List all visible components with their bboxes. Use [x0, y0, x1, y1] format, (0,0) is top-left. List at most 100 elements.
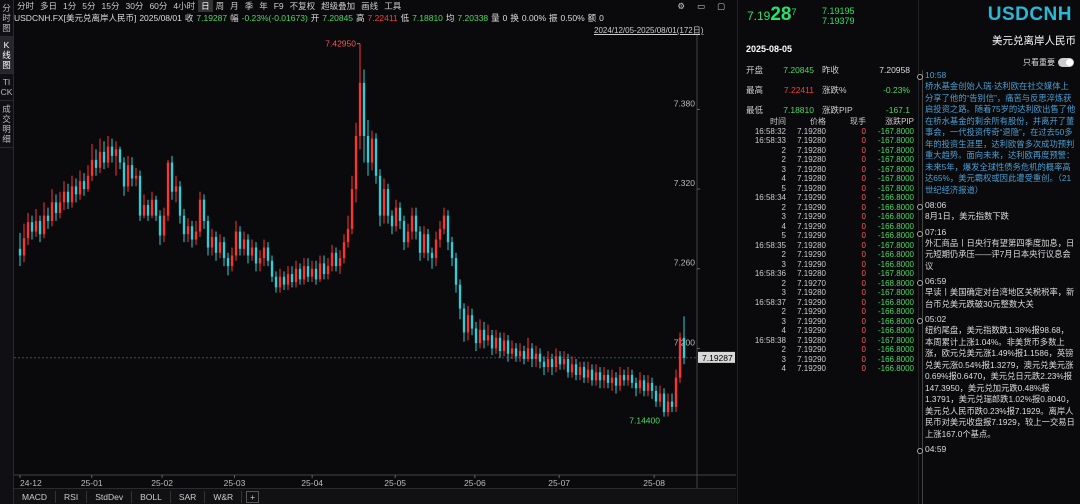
candle-body [306, 266, 310, 277]
toolbar-item-8[interactable]: 日 [198, 0, 213, 12]
candle [18, 232, 22, 267]
candle-body [374, 138, 378, 176]
news-item[interactable]: 10:58 桥水基金创始人瑞·达利欧在社交媒体上分享了他的“告别信”，痛苦与反思淬… [917, 70, 1080, 196]
close-value: 7.19287 [196, 13, 228, 23]
toolbar-item-14[interactable]: 不复权 [289, 1, 316, 11]
bar-date: 2025/08/01 [139, 13, 182, 23]
news-item[interactable]: 05:02 纽约尾盘，美元指数跌1.38%报98.68，本周累计上涨1.04%。非… [917, 314, 1080, 440]
x-tick-label: 25-02 [151, 478, 173, 488]
kline-chart[interactable]: 7.2007.2607.3207.3807.429507.144007.1928… [14, 35, 736, 488]
tick-cell: -166.8000 [877, 307, 914, 316]
toolbar-item-6[interactable]: 60分 [149, 1, 168, 11]
candle-body [330, 252, 334, 267]
important-only-filter[interactable]: 只看重要 [1023, 57, 1074, 68]
toolbar-item-1[interactable]: 多日 [40, 1, 58, 11]
candle-body [18, 248, 22, 256]
date-range-label[interactable]: 2024/12/05-2025/08/01(172日) [594, 26, 704, 35]
toolbar-item-16[interactable]: 画线 [361, 1, 379, 11]
candle [438, 220, 442, 248]
toggle-switch[interactable] [1058, 58, 1074, 67]
candle-body [162, 215, 166, 236]
candle [390, 210, 394, 235]
candle [498, 332, 502, 358]
candle [478, 319, 482, 349]
news-time: 05:02 [925, 314, 947, 324]
toolbar-item-17[interactable]: 工具 [384, 1, 402, 11]
toolbar-item-2[interactable]: 1分 [63, 1, 77, 11]
candle-body [622, 374, 626, 381]
candle-body [418, 231, 422, 253]
indicator-tab-5[interactable]: W&R [213, 491, 234, 502]
news-time: 04:59 [925, 444, 947, 454]
minimize-icon[interactable]: ▭ [696, 0, 705, 11]
candle-body [450, 242, 454, 259]
news-feed[interactable]: 10:58 桥水基金创始人瑞·达利欧在社交媒体上分享了他的“告别信”，痛苦与反思淬… [917, 70, 1080, 459]
candle [570, 356, 574, 378]
candle [278, 268, 282, 293]
candle-body [446, 215, 450, 243]
indicator-tab-1[interactable]: RSI [64, 491, 79, 502]
tick-cell: -166.8000 [877, 221, 914, 231]
candle [462, 303, 466, 342]
candle-body [510, 348, 514, 354]
timeline-dot-icon [917, 280, 923, 286]
candle-body [474, 328, 478, 344]
news-item[interactable]: 08:06 8月1日，美元指数下跌 [917, 200, 1080, 223]
candle [662, 388, 666, 417]
toolbar-item-4[interactable]: 15分 [101, 1, 120, 11]
toolbar-item-12[interactable]: 年 [259, 1, 268, 11]
candle-body [602, 374, 606, 381]
indicator-tab-0[interactable]: MACD [22, 491, 48, 502]
toolbar-item-3[interactable]: 5分 [82, 1, 96, 11]
kline-chart-area[interactable]: 7.2007.2607.3207.3807.429507.144007.1928… [14, 35, 736, 488]
news-item[interactable]: 06:59 早读丨美国确定对台湾地区关税税率，新台币兑美元跌破30元整数大关 [917, 276, 1080, 310]
news-item[interactable]: 04:59 [917, 444, 1080, 455]
toolbar-item-0[interactable]: 分时 [17, 1, 35, 11]
candle-body [170, 162, 174, 192]
tick-table[interactable]: 时间 价格 现手 涨跌PIP 16:58:32 7.19280 0 -167.8000 16:5… [744, 117, 914, 374]
candle [30, 215, 34, 240]
toolbar-item-5[interactable]: 30分 [125, 1, 144, 11]
tick-cell: 7.19280 [797, 155, 826, 164]
maximize-icon[interactable]: ▢ [716, 0, 725, 11]
tick-row: 4 7.19290 0 -166.8000 [744, 222, 914, 232]
indicator-tab-2[interactable]: StdDev [95, 491, 124, 502]
quote-label: 涨跌PIP [822, 105, 853, 115]
indicator-tab-3[interactable]: BOLL [140, 491, 162, 502]
toolbar-item-11[interactable]: 季 [244, 1, 254, 11]
candle [362, 69, 366, 163]
candle [282, 271, 286, 290]
candle-body [682, 337, 686, 358]
candle [578, 361, 582, 381]
tab-separator [169, 490, 171, 503]
toolbar-item-7[interactable]: 4小时 [173, 1, 196, 11]
tick-row: 4 7.19290 0 -166.8000 [744, 364, 914, 374]
view-tab-2[interactable]: TICK [0, 74, 13, 101]
candle [142, 194, 146, 219]
toolbar-item-15[interactable]: 超级叠加 [321, 1, 356, 11]
candle-body [142, 205, 146, 216]
candle [42, 202, 46, 239]
candle-body [214, 236, 218, 253]
view-tab-0[interactable]: 分时图 [0, 0, 13, 37]
indicator-tab-4[interactable]: SAR [178, 491, 197, 502]
tick-cell: 7.19290 [797, 212, 826, 221]
view-tab-3[interactable]: 成交明细 [0, 101, 13, 148]
candle [382, 178, 386, 224]
tick-row: 3 7.19280 0 -167.8000 [744, 165, 914, 175]
toolbar-item-10[interactable]: 月 [230, 1, 239, 11]
candle-body [646, 382, 650, 391]
news-item[interactable]: 07:16 外汇商品丨日央行有望第四季度加息，日元短期仍承压——评7月日本央行议息… [917, 227, 1080, 273]
candle-body [34, 220, 38, 232]
toolbar-item-9[interactable]: 周 [215, 1, 225, 11]
gear-icon[interactable]: ⚙ [677, 0, 685, 11]
quote-value: 7.20845 [783, 65, 814, 75]
change-label: 幅 [230, 13, 239, 23]
tick-cell: -166.8000 [877, 193, 914, 202]
toolbar-item-13[interactable]: F9 [273, 1, 284, 11]
timeline-dot-icon [917, 230, 923, 237]
add-indicator-button[interactable]: + [246, 490, 260, 503]
tick-cell: 0 [861, 212, 866, 221]
view-tab-1[interactable]: K线图 [0, 37, 13, 74]
candle [582, 361, 586, 383]
